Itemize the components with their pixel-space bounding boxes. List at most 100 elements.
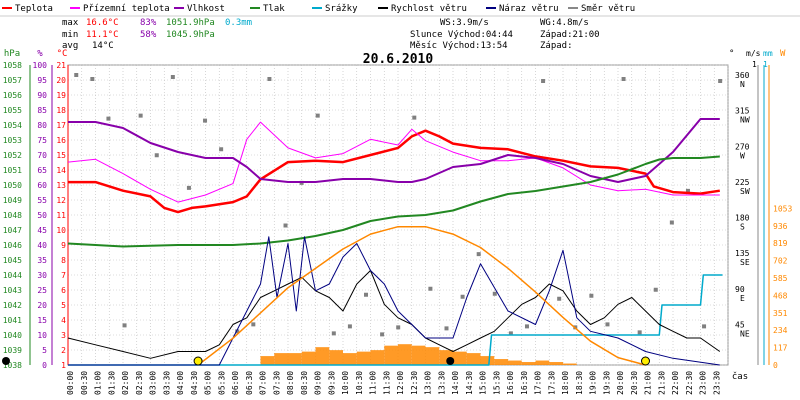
- x-tick-label: 23:00: [699, 371, 708, 395]
- series-line-teplota: [68, 129, 720, 214]
- tick-label-pct: 70: [37, 151, 47, 160]
- tick-label-pct: 55: [37, 196, 47, 205]
- wind-dir-point: [702, 324, 707, 329]
- x-tick-label: 18:00: [561, 371, 570, 395]
- tick-label-temp: 20: [56, 76, 66, 85]
- solar-bar: [398, 344, 412, 365]
- legend-item: Směr větru: [581, 4, 635, 14]
- wind-dir-point: [138, 113, 143, 118]
- x-tick-label: 23:30: [712, 371, 721, 395]
- solar-bar: [508, 360, 522, 365]
- tick-label-dir: 360: [735, 71, 750, 80]
- tick-label-temp: 8: [61, 256, 66, 265]
- x-tick-label: 15:30: [492, 371, 501, 395]
- stats-avg-temp: 14°C: [92, 41, 114, 51]
- wind-dir-point: [444, 326, 449, 331]
- tick-label-hpa: 1045: [3, 256, 22, 265]
- tick-label-dir: S: [740, 223, 745, 232]
- tick-label-temp: 2: [61, 346, 66, 355]
- solar-bar: [343, 353, 357, 365]
- x-tick-label: 16:00: [506, 371, 515, 395]
- wind-dir-point: [170, 75, 175, 79]
- legend-item: Náraz větru: [499, 4, 559, 14]
- tick-label-dir: 135: [735, 249, 750, 258]
- series-line-přízemní-teplota: [67, 121, 720, 203]
- stats-max-press: 1051.9hPa: [166, 18, 215, 28]
- wind-dir-point: [219, 147, 224, 152]
- gridlines: [67, 64, 729, 366]
- stats-rain: 0.3mm: [225, 18, 252, 28]
- tick-label-mm: 1: [763, 60, 768, 69]
- stats-min-press: 1045.9hPa: [166, 30, 215, 40]
- x-tick-label: 10:00: [341, 371, 350, 395]
- stats-max-temp: 16.6°C: [86, 18, 119, 28]
- legend: Teplota Přízemní teplota Vlhkost Tlak Srážky…: [0, 4, 800, 17]
- tick-label-temp: 19: [56, 91, 66, 100]
- tick-label-w: 585: [773, 274, 788, 283]
- tick-label-hpa: 1044: [3, 271, 22, 280]
- solar-bar: [563, 363, 577, 365]
- tick-label-temp: 16: [56, 136, 66, 145]
- solar-bar: [535, 360, 550, 365]
- solar-bar: [288, 353, 302, 365]
- tick-label-hpa: 1048: [3, 211, 22, 220]
- x-tick-label: 19:30: [602, 371, 611, 395]
- tick-label-dir: SE: [740, 258, 750, 267]
- axis-label-mm: mm: [763, 49, 773, 58]
- tick-label-w: 1053: [773, 204, 792, 213]
- wind-dir-point: [396, 325, 401, 330]
- wind-dir-point: [508, 331, 513, 336]
- tick-label-hpa: 1043: [3, 286, 22, 295]
- axis-label-w: W: [780, 49, 786, 59]
- x-tick-label: 17:30: [547, 371, 556, 395]
- series-line-sluneční-záření: [197, 225, 646, 366]
- plot-area: [2, 73, 723, 366]
- tick-label-dir: 45: [735, 320, 745, 329]
- x-tick-label: 03:00: [149, 371, 158, 395]
- wind-dir-point: [685, 188, 690, 193]
- tick-label-temp: 4: [61, 316, 66, 325]
- series-line-tlak: [67, 155, 720, 248]
- stats-sun-set: Západ:21:00: [540, 30, 600, 40]
- wind-dir-point: [283, 223, 288, 228]
- x-tick-label: 01:30: [107, 371, 116, 395]
- x-tick-label: 00:00: [66, 371, 75, 395]
- x-tick-label: 06:00: [231, 371, 240, 395]
- tick-label-hpa: 1040: [3, 331, 22, 340]
- wind-dir-point: [669, 220, 674, 225]
- wind-dir-point: [524, 324, 529, 329]
- tick-label-pct: 50: [37, 211, 47, 220]
- solar-bar: [466, 353, 481, 365]
- tick-label-temp: 12: [56, 196, 66, 205]
- x-tick-label: 04:30: [190, 371, 199, 395]
- wind-dir-point: [106, 116, 111, 121]
- tick-label-hpa: 1056: [3, 91, 22, 100]
- stats-max-hum: 83%: [140, 18, 157, 28]
- solar-bar: [425, 347, 440, 365]
- x-tick-label: 17:00: [534, 371, 543, 395]
- tick-label-pct: 95: [37, 76, 47, 85]
- tick-label-temp: 3: [61, 331, 66, 340]
- tick-label-pct: 5: [42, 346, 47, 355]
- x-tick-label: 09:00: [314, 371, 323, 395]
- solar-bar: [356, 351, 371, 365]
- stats-min-hum: 58%: [140, 30, 157, 40]
- wind-dir-point: [154, 153, 159, 158]
- tick-label-w: 0: [773, 361, 778, 370]
- x-tick-label: 11:30: [382, 371, 391, 395]
- tick-label-ms: 1: [752, 60, 757, 69]
- wind-dir-point: [589, 293, 594, 298]
- solar-bar: [480, 356, 495, 365]
- tick-label-dir: NE: [740, 329, 750, 338]
- chart-title: 20.6.2010: [363, 52, 434, 67]
- tick-label-pct: 85: [37, 106, 47, 115]
- wind-dir-point: [90, 77, 95, 81]
- x-tick-label: 08:00: [286, 371, 295, 395]
- solar-bar: [494, 359, 508, 365]
- axis-label-temp: °C: [57, 49, 68, 59]
- x-tick-label: 02:00: [121, 371, 130, 395]
- wind-dir-point: [428, 286, 433, 291]
- x-tick-label: 12:30: [410, 371, 419, 395]
- tick-label-w: 468: [773, 291, 788, 300]
- legend-item: Teplota: [15, 4, 53, 14]
